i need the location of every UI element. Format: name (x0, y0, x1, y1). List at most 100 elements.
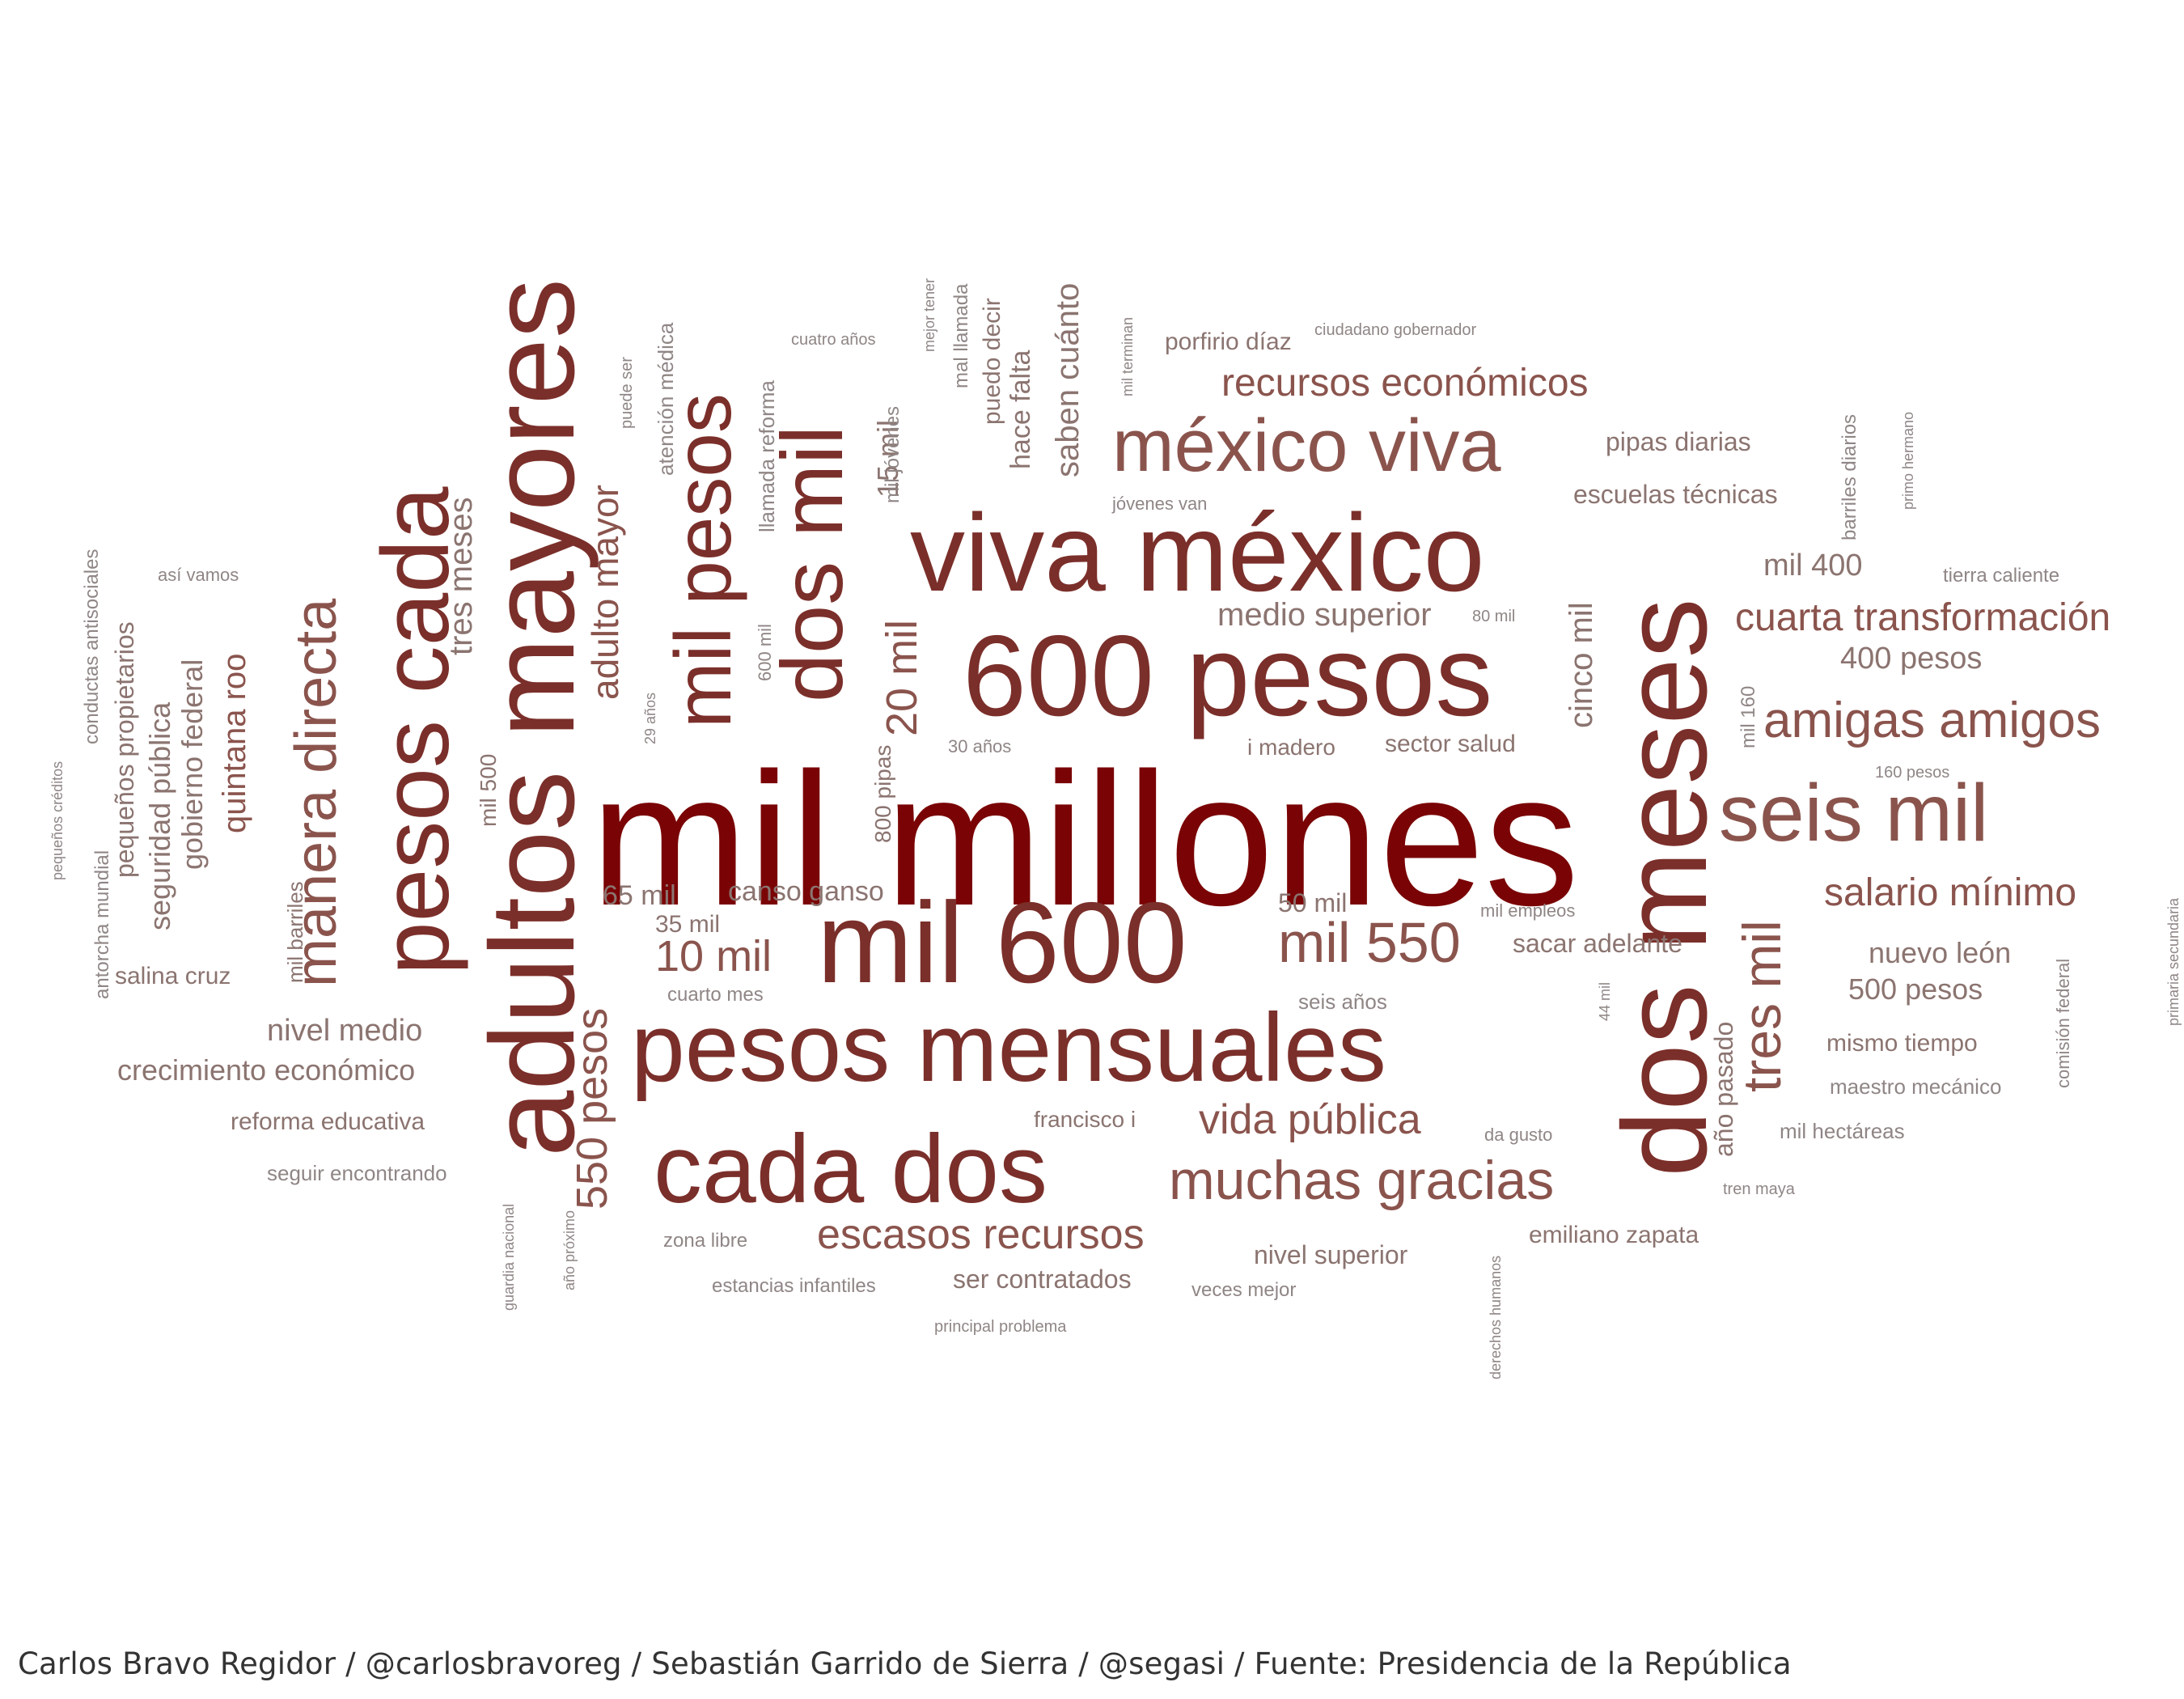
word-term: medio superior (1217, 597, 1432, 633)
word-term: da gusto (1484, 1125, 1553, 1145)
word-term: mil jóvenes (882, 405, 904, 503)
word-term: adulto mayor (584, 485, 626, 700)
word-term: 600 mil (755, 624, 775, 681)
word-term: 44 mil (1597, 981, 1613, 1021)
word-term: 500 pesos (1848, 972, 1983, 1006)
word-term: viva méxico (910, 491, 1485, 614)
word-term: francisco i (1034, 1107, 1136, 1132)
word-term: puede ser (618, 357, 636, 429)
word-term: 20 mil (878, 619, 926, 736)
word-term: 65 mil (603, 880, 676, 911)
word-term: méxico viva (1112, 405, 1501, 487)
word-term: salario mínimo (1824, 871, 2077, 914)
word-term: pequeños propietarios (110, 621, 139, 878)
word-term: 80 mil (1472, 608, 1516, 625)
word-term: seguridad pública (143, 701, 176, 930)
word-term: pequeños créditos (49, 761, 66, 880)
word-term: tierra caliente (1943, 565, 2060, 587)
word-term: pesos mensuales (631, 994, 1386, 1102)
word-term: quintana roo (217, 653, 252, 833)
word-term: sector salud (1385, 731, 1516, 757)
word-term: cuarto mes (667, 984, 764, 1006)
word-term: 400 pesos (1840, 642, 1983, 676)
word-term: cuarta transformación (1735, 596, 2111, 639)
word-term: guardia nacional (501, 1203, 517, 1311)
word-term: vida pública (1199, 1096, 1421, 1143)
word-term: llamada reforma (755, 380, 779, 532)
word-term: recursos económicos (1221, 362, 1589, 405)
word-term: estancias infantiles (712, 1275, 876, 1297)
word-term: nuevo león (1869, 936, 2012, 969)
word-term: 160 pesos (1875, 764, 1950, 782)
word-term: seguir encontrando (267, 1161, 447, 1185)
word-term: mil empleos (1480, 900, 1576, 921)
word-term: conductas antisociales (81, 549, 103, 744)
word-term: tres meses (443, 497, 479, 655)
word-term: mal llamada (950, 283, 972, 388)
word-term: ser contratados (953, 1265, 1132, 1294)
word-term: puedo decir (979, 298, 1005, 425)
word-term: porfirio díaz (1165, 328, 1292, 355)
word-term: así vamos (158, 565, 239, 585)
word-term: 50 mil (1278, 888, 1348, 917)
word-term: 10 mil (655, 932, 772, 981)
word-term: año pasado (1709, 1021, 1738, 1157)
word-term: principal problema (934, 1318, 1067, 1336)
word-term: mil millones (590, 733, 1580, 945)
word-term: dos mil (763, 425, 861, 702)
word-term: veces mejor (1191, 1279, 1297, 1301)
word-term: barriles diarios (1839, 413, 1860, 540)
word-term: pipas diarias (1606, 427, 1751, 456)
word-term: mil 600 (817, 879, 1187, 1007)
word-term: cinco mil (1564, 602, 1599, 728)
word-term: muchas gracias (1169, 1150, 1555, 1211)
word-term: cada dos (654, 1115, 1048, 1223)
source-caption: Carlos Bravo Regidor / @carlosbravoreg /… (18, 1646, 1792, 1681)
word-term: hace falta (1005, 350, 1036, 469)
word-term: maestro mecánico (1830, 1074, 2002, 1099)
word-term: sacar adelante (1513, 929, 1682, 958)
word-term: mil 160 (1737, 685, 1759, 748)
word-term: mejor tener (921, 278, 938, 352)
word-term: mil terminan (1120, 316, 1136, 396)
word-term: i madero (1247, 735, 1335, 760)
word-term: antorcha mundial (91, 850, 113, 999)
word-term: atención médica (654, 322, 678, 476)
word-term: canso ganso (728, 876, 884, 907)
word-term: gobierno federal (176, 659, 209, 870)
word-term: saben cuánto (1050, 282, 1086, 477)
word-term: emiliano zapata (1529, 1222, 1699, 1248)
word-term: dos meses (1598, 598, 1732, 1177)
word-term: 35 mil (655, 911, 721, 938)
word-term: ciudadano gobernador (1314, 321, 1477, 339)
word-term: escasos recursos (817, 1211, 1145, 1258)
word-term: mil 500 (476, 753, 501, 827)
word-term: primo hermano (1900, 411, 1916, 510)
word-term: mil barriles (283, 881, 307, 983)
word-term: 550 pesos (568, 1007, 616, 1210)
word-term: reforma educativa (231, 1108, 425, 1135)
word-term: 800 pipas (870, 744, 895, 843)
word-term: primaria secundaria (2165, 897, 2182, 1026)
word-term: nivel medio (267, 1014, 423, 1048)
word-term: seis años (1298, 989, 1387, 1014)
word-term: nivel superior (1254, 1240, 1408, 1269)
word-term: amigas amigos (1763, 693, 2101, 748)
word-term: mismo tiempo (1826, 1030, 1978, 1057)
word-term: escuelas técnicas (1573, 480, 1778, 509)
word-term: derechos humanos (1488, 1255, 1504, 1379)
word-term: seis mil (1719, 768, 1989, 858)
word-term: 29 años (642, 692, 658, 744)
word-term: mil 400 (1763, 549, 1863, 583)
word-term: 30 años (948, 736, 1012, 756)
word-term: tren maya (1723, 1180, 1795, 1198)
word-term: 600 pesos (963, 612, 1493, 740)
word-term: crecimiento económico (117, 1053, 416, 1087)
word-term: mil 550 (1278, 911, 1461, 974)
word-term: salina cruz (115, 963, 231, 989)
word-term: año próximo (561, 1210, 578, 1290)
word-term: zona libre (663, 1230, 748, 1252)
word-term: jóvenes van (1112, 494, 1208, 514)
